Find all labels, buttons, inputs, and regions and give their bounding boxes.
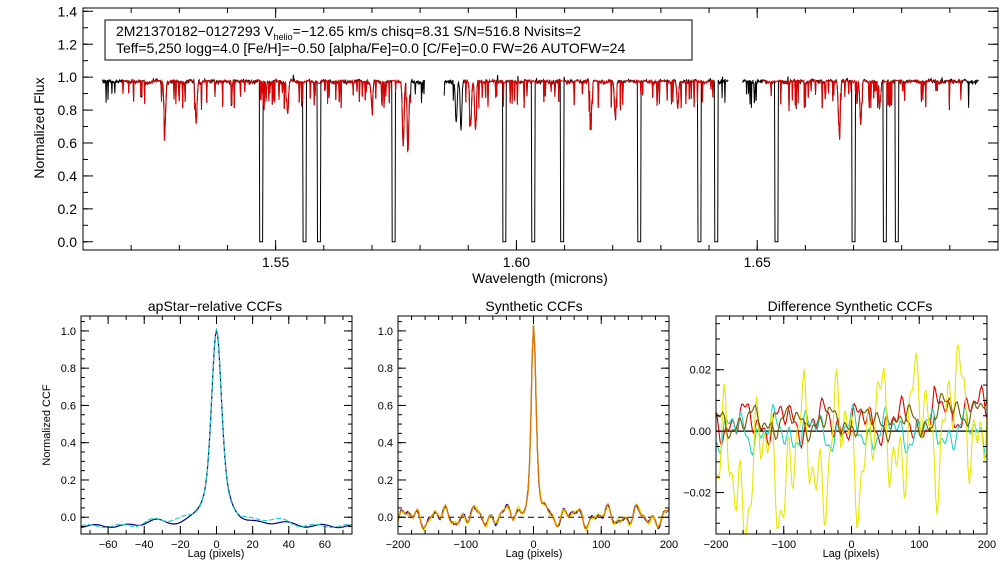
apstar-ccf-series-1 [81, 328, 352, 529]
x-tick-label: 0 [848, 539, 854, 551]
y-tick-label: 0.0 [378, 512, 393, 524]
x-tick-label: −60 [99, 539, 118, 551]
x-tick-label: 0 [530, 539, 536, 551]
synthetic-ccf-series-1 [398, 324, 669, 531]
y-tick-label: 0.2 [61, 475, 76, 487]
synthetic-ccf-title: Synthetic CCFs [485, 298, 582, 314]
x-tick-label: 100 [910, 539, 928, 551]
legend-vhelio-subscript: helio [274, 32, 293, 42]
apstar-ccf-panel: apStar−relative CCFs −60 −40 −20 0 20 40 60 0.0… [41, 298, 353, 560]
y-tick-label: 1.0 [61, 326, 76, 338]
apstar-ccf-frame [80, 315, 353, 535]
x-tick-label: 200 [660, 539, 678, 551]
difference-ccf-title: Difference Synthetic CCFs [768, 298, 933, 314]
x-tick-label: −20 [171, 539, 190, 551]
spectrum-model-line-chip-1 [121, 78, 411, 153]
x-tick-label: 1.65 [744, 254, 771, 270]
y-tick-label: −0.02 [683, 488, 711, 500]
synthetic-ccf-frame [397, 315, 670, 535]
y-tick-label: 0.8 [58, 102, 78, 118]
x-tick-label: −40 [135, 539, 154, 551]
synthetic-ccf-series-3 [398, 325, 669, 530]
apstar-ccf-series-2 [81, 327, 352, 529]
spectrum-panel: 1.55 1.60 1.65 0.0 0.2 0.4 0.6 0.8 1.0 1.2 1.4 Wav… [31, 3, 999, 286]
y-tick-label: 0.02 [690, 365, 711, 377]
x-tick-label: 100 [592, 539, 610, 551]
legend-line-1: 2M21370182−0127293 Vhelio=−12.65 km/s ch… [116, 23, 581, 42]
spectrum-xlabel: Wavelength (microns) [472, 270, 608, 286]
y-tick-label: 0.00 [690, 426, 711, 438]
legend-vhelio-value: =−12.65 km/s chisq=8.31 S/N=516.8 Nvisit… [293, 23, 582, 39]
x-tick-label: 1.60 [503, 254, 530, 270]
x-tick-label: −200 [386, 539, 411, 551]
spectrum-observed-line-chip-3 [742, 76, 979, 243]
spectrum-legend-box: 2M21370182−0127293 Vhelio=−12.65 km/s ch… [104, 19, 693, 61]
y-tick-label: 0.4 [58, 168, 78, 184]
x-tick-label: 1.55 [262, 254, 289, 270]
spectrum-model-line-chip-2 [463, 78, 715, 131]
x-tick-label: −100 [771, 539, 796, 551]
y-tick-label: 0.6 [378, 400, 393, 412]
spectrum-model-line-chip-3 [762, 78, 965, 140]
x-tick-label: −200 [704, 539, 729, 551]
y-tick-label: 0.0 [61, 512, 76, 524]
y-tick-label: 0.4 [61, 438, 76, 450]
y-tick-label: 1.2 [58, 36, 78, 52]
spectrum-ylabel: Normalized Flux [31, 77, 47, 178]
synthetic-ccf-series-2 [398, 323, 669, 533]
legend-star-vhelio-label: 2M21370182−0127293 V [116, 23, 274, 39]
y-tick-label: 0.8 [378, 363, 393, 375]
y-tick-label: 1.4 [58, 3, 78, 19]
synthetic-ccf-panel: Synthetic CCFs −200 −100 0 100 200 0.0 0.2 0.4 0… [378, 298, 678, 560]
difference-ccf-series-4 [716, 392, 987, 444]
y-tick-label: 0.0 [58, 234, 78, 250]
y-tick-label: 0.6 [58, 135, 78, 151]
x-tick-label: 0 [213, 539, 219, 551]
y-tick-label: 0.4 [378, 438, 393, 450]
y-tick-label: 1.0 [58, 69, 78, 85]
difference-ccf-series-2 [716, 403, 987, 459]
difference-ccf-xlabel: Lag (pixels) [823, 548, 880, 560]
difference-ccf-series-3 [716, 343, 987, 534]
legend-line-2: Teff=5,250 logg=4.0 [Fe/H]=−0.50 [alpha/… [116, 40, 625, 56]
difference-ccf-panel: Difference Synthetic CCFs −200 −100 0 100 20… [683, 298, 996, 560]
spectrum-plot-frame [82, 7, 999, 251]
apstar-ccf-title: apStar−relative CCFs [148, 298, 282, 314]
x-tick-label: 60 [319, 539, 331, 551]
y-tick-label: 0.8 [61, 363, 76, 375]
apstar-ccf-ylabel: Normalized CCF [41, 384, 53, 466]
y-tick-label: 0.2 [58, 201, 78, 217]
difference-ccf-frame [715, 315, 988, 535]
y-tick-label: 1.0 [378, 326, 393, 338]
apstar-ccf-xlabel: Lag (pixels) [188, 548, 245, 560]
y-tick-label: 0.6 [61, 400, 76, 412]
x-tick-label: −100 [453, 539, 478, 551]
synthetic-ccf-xlabel: Lag (pixels) [506, 548, 563, 560]
x-tick-label: 20 [247, 539, 259, 551]
legend-frame [104, 19, 693, 61]
y-tick-label: 0.2 [378, 475, 393, 487]
x-tick-label: 200 [978, 539, 996, 551]
x-tick-label: 40 [283, 539, 295, 551]
